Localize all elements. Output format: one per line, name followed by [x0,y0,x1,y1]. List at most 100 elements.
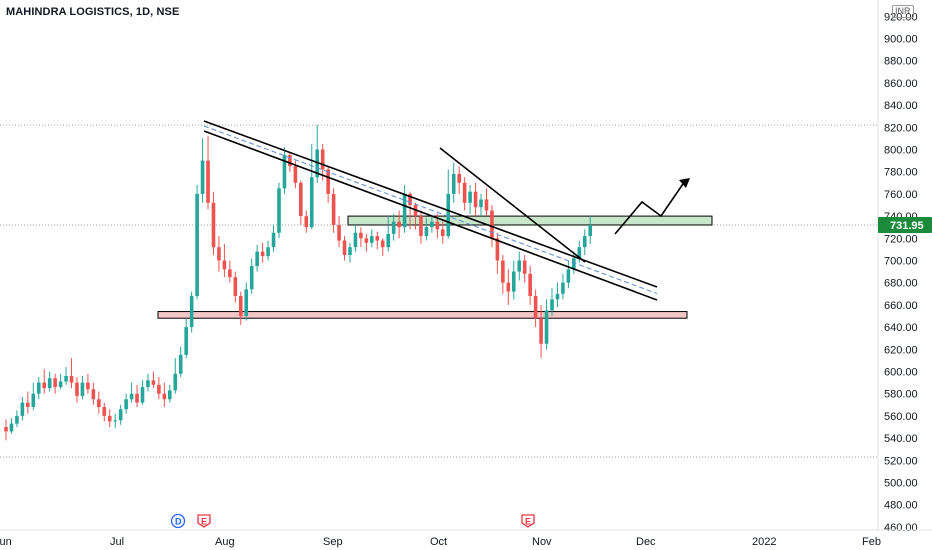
candle[interactable] [550,288,554,316]
candle[interactable] [222,243,227,278]
candle[interactable] [47,371,52,392]
candle[interactable] [451,162,456,203]
candle[interactable] [539,304,543,359]
candle[interactable] [195,185,199,300]
candle[interactable] [506,269,511,305]
candle[interactable] [495,232,500,274]
candle[interactable] [75,377,79,403]
candle[interactable] [173,358,178,394]
currency-badge[interactable]: INR [892,5,914,18]
candle[interactable] [446,169,451,239]
dividend-icon[interactable] [170,513,186,529]
candle[interactable] [309,143,314,230]
candle[interactable] [129,382,134,403]
candle[interactable] [501,254,505,294]
candle[interactable] [555,282,560,308]
candle[interactable] [533,289,538,328]
candle[interactable] [473,182,478,217]
candle[interactable] [118,404,123,425]
candle[interactable] [517,251,522,281]
candle[interactable] [151,371,156,389]
candle[interactable] [342,236,347,261]
candle[interactable] [408,191,412,230]
candle[interactable] [157,377,161,400]
candle[interactable] [217,236,221,272]
earnings-icon[interactable] [521,514,535,528]
candle[interactable] [211,191,216,255]
candle[interactable] [282,147,287,194]
candle[interactable] [359,227,363,248]
candle[interactable] [233,271,238,303]
candle[interactable] [430,216,434,233]
candle[interactable] [91,382,96,405]
candle[interactable] [255,244,259,272]
candle[interactable] [238,291,243,325]
resistance-zone[interactable] [347,215,713,226]
channel-lower-line[interactable] [203,130,658,301]
candle[interactable] [97,391,101,414]
candle[interactable] [9,418,14,434]
candle[interactable] [386,216,390,252]
candle[interactable] [364,233,369,252]
candle[interactable] [337,216,341,248]
candle[interactable] [86,373,90,394]
candle[interactable] [162,382,167,408]
candle[interactable] [441,221,445,244]
candle[interactable] [58,373,63,390]
candle[interactable] [69,358,74,389]
candle[interactable] [140,380,145,405]
candle[interactable] [479,193,483,217]
candle[interactable] [168,384,172,403]
candle[interactable] [4,419,8,441]
candle[interactable] [348,242,352,263]
candle[interactable] [380,238,385,257]
candle[interactable] [53,373,57,394]
candle[interactable] [511,260,516,300]
candle[interactable] [484,188,489,217]
candle[interactable] [266,240,270,261]
candle[interactable] [107,409,112,427]
candle[interactable] [457,166,461,194]
projection-path[interactable] [614,180,686,235]
candle[interactable] [260,242,265,263]
candle[interactable] [522,254,527,283]
candle[interactable] [402,185,407,233]
candle[interactable] [566,260,571,289]
candle[interactable] [462,177,467,211]
candle[interactable] [146,373,150,392]
candle[interactable] [397,210,401,239]
earnings-icon[interactable] [197,514,211,528]
candle[interactable] [102,402,107,422]
candle[interactable] [304,210,309,233]
candle[interactable] [135,384,139,408]
candle[interactable] [277,182,281,239]
candle[interactable] [15,410,19,427]
candle[interactable] [20,397,25,421]
candle[interactable] [468,185,472,214]
candle[interactable] [528,266,532,305]
candle[interactable] [178,347,183,378]
candle[interactable] [124,393,128,414]
support-zone[interactable] [157,311,688,319]
candle[interactable] [419,210,423,244]
candle[interactable] [582,229,587,255]
falling-trendline[interactable] [439,147,586,263]
candle[interactable] [271,224,276,252]
candle[interactable] [26,391,30,414]
channel-upper-line[interactable] [203,120,658,288]
candle[interactable] [391,213,396,241]
candle[interactable] [561,273,565,300]
candle[interactable] [31,382,36,411]
candle[interactable] [353,224,358,252]
candle[interactable] [299,180,303,225]
candle[interactable] [228,260,232,283]
candle[interactable] [184,318,188,359]
candle[interactable] [64,367,68,385]
candle[interactable] [544,299,549,350]
candle[interactable] [588,216,593,244]
candle[interactable] [113,413,117,429]
candle[interactable] [36,377,41,400]
candle[interactable] [206,136,210,210]
